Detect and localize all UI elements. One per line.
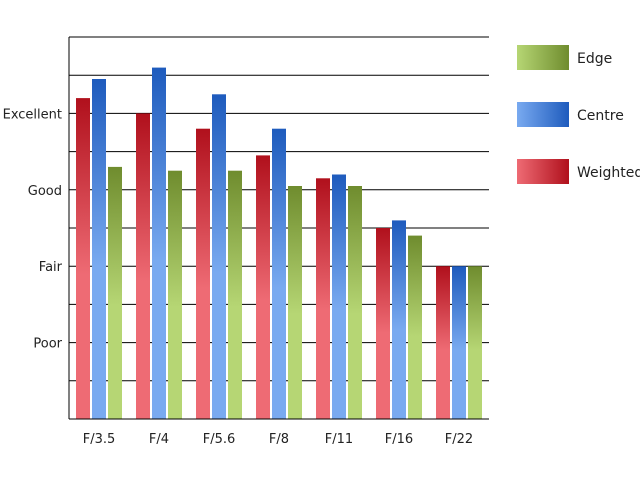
axes	[68, 37, 489, 420]
x-tick-label: F/22	[445, 432, 473, 447]
legend-label-weighted: Weighted	[577, 165, 640, 181]
x-tick-label: F/4	[149, 432, 169, 447]
legend-label-centre: Centre	[577, 108, 624, 124]
bar-weighted-f22	[436, 266, 450, 419]
bar-centre-f8	[272, 128, 286, 419]
x-tick-label: F/3.5	[83, 432, 116, 447]
bar-centre-f35	[92, 79, 106, 419]
bar-weighted-f8	[256, 155, 270, 419]
bar-centre-f22	[452, 266, 466, 419]
bar-edge-f56	[228, 170, 242, 419]
x-tick-label: F/8	[269, 432, 289, 447]
y-tick-label: Fair	[39, 260, 63, 275]
bar-edge-f35	[108, 166, 122, 419]
y-tick-labels: Poor Fair Good Excellent	[3, 107, 63, 351]
legend-swatch-centre	[517, 102, 569, 127]
bar-edge-f8	[288, 186, 302, 419]
bar-weighted-f11	[316, 178, 330, 419]
legend: Edge Centre Weighted	[517, 45, 640, 184]
x-tick-label: F/11	[325, 432, 353, 447]
x-tick-labels: F/3.5 F/4 F/5.6 F/8 F/11 F/16 F/22	[83, 432, 473, 447]
bar-centre-f56	[212, 94, 226, 420]
y-tick-label: Good	[28, 184, 62, 199]
x-tick-label: F/5.6	[203, 432, 236, 447]
bar-edge-f16	[408, 235, 422, 419]
bar-edge-f22	[468, 266, 482, 419]
bar-weighted-f35	[76, 98, 90, 419]
bar-weighted-f56	[196, 128, 210, 419]
bar-weighted-f4	[136, 113, 150, 420]
y-tick-label: Excellent	[3, 107, 62, 122]
y-tick-label: Poor	[33, 337, 62, 352]
bar-edge-f4	[168, 170, 182, 419]
legend-label-edge: Edge	[577, 51, 612, 67]
bar-centre-f11	[332, 174, 346, 419]
bar-weighted-f16	[376, 228, 390, 419]
legend-swatch-edge	[517, 45, 569, 70]
bar-centre-f4	[152, 67, 166, 419]
legend-swatch-weighted	[517, 159, 569, 184]
x-tick-label: F/16	[385, 432, 413, 447]
bar-series	[76, 67, 482, 420]
bar-edge-f11	[348, 186, 362, 419]
bar-centre-f16	[392, 220, 406, 419]
